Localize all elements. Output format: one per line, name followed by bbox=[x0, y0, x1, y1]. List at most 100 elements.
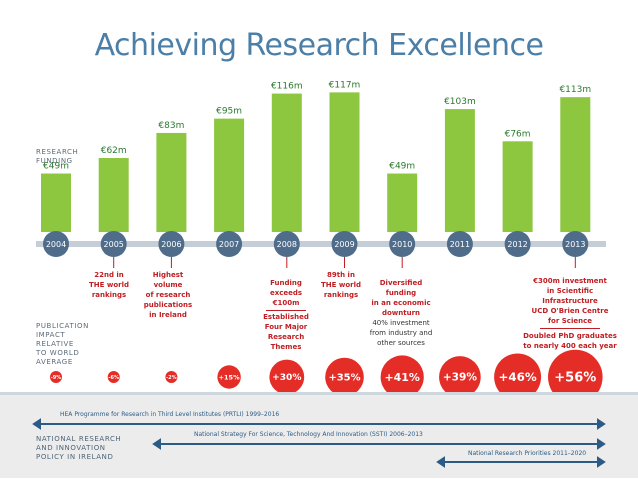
impact-value-label: +41% bbox=[384, 371, 419, 384]
note-2008-line: Four Major bbox=[264, 323, 308, 331]
note-2008-line: Funding bbox=[270, 279, 302, 287]
nrp-arrow-head-left bbox=[436, 456, 445, 468]
note-2009: 89th in THE world rankings bbox=[318, 270, 364, 300]
policy-nrp: National Research Priorities 2011–2020 bbox=[468, 450, 587, 457]
note-2008-line: €100m bbox=[272, 299, 300, 307]
timeline-axis bbox=[36, 241, 606, 247]
note-2008-themes: Established Four Major Research Themes bbox=[258, 312, 314, 352]
year-tick-label: 2013 bbox=[565, 240, 585, 249]
ssti-arrow-head-right bbox=[597, 438, 606, 450]
note-2013-line: €300m investment bbox=[533, 277, 607, 285]
note-2013-line: UCD O'Brien Centre bbox=[531, 307, 609, 315]
funding-value-label: €95m bbox=[216, 107, 242, 117]
note-2009-line: THE world bbox=[321, 281, 361, 289]
impact-value-label: -6% bbox=[108, 375, 119, 381]
year-circle bbox=[100, 231, 127, 257]
year-tick-label: 2006 bbox=[161, 240, 181, 249]
note-2010-line: other sources bbox=[377, 339, 425, 347]
year-tick-label: 2011 bbox=[450, 240, 470, 249]
research-funding-label: RESEARCH FUNDING bbox=[36, 148, 79, 165]
year-tick-label: 2012 bbox=[507, 240, 527, 249]
funding-value-label: €76m bbox=[505, 129, 531, 139]
funding-value-label: €62m bbox=[101, 146, 127, 156]
note-2013-infrastructure: €300m investment in Scientific Infrastru… bbox=[530, 276, 610, 326]
year-tick-label: 2005 bbox=[104, 240, 124, 249]
funding-bar bbox=[156, 132, 187, 232]
impact-bubble bbox=[548, 349, 603, 405]
funding-bar bbox=[329, 92, 360, 232]
year-circle bbox=[504, 231, 531, 257]
impact-value-label: +35% bbox=[328, 372, 360, 383]
funding-bar bbox=[502, 141, 533, 232]
publication-impact-label: PUBLICATION IMPACT RELATIVE TO WORLD AVE… bbox=[36, 322, 89, 366]
note-2008-line: exceeds bbox=[269, 289, 303, 297]
year-tick-label: 2004 bbox=[46, 240, 66, 249]
note-2010-line: in an economic bbox=[371, 299, 431, 307]
impact-value-label: -2% bbox=[166, 375, 177, 381]
impact-value-label: +15% bbox=[219, 373, 241, 381]
note-2006-line: of research bbox=[145, 291, 191, 299]
note-2005-line: 22nd in bbox=[94, 271, 124, 279]
funding-bar bbox=[41, 173, 71, 232]
impact-bubble bbox=[50, 371, 62, 383]
impact-value-label: +46% bbox=[499, 370, 537, 384]
prtli-arrow-head-right bbox=[597, 418, 606, 430]
impact-bubble bbox=[107, 371, 120, 383]
year-circle bbox=[446, 231, 473, 257]
note-2006-line: in Ireland bbox=[149, 311, 187, 319]
funding-bar bbox=[98, 158, 129, 232]
funding-bar bbox=[387, 173, 418, 232]
funding-value-label: €49m bbox=[389, 162, 415, 172]
ssti-arrow-head-left bbox=[152, 438, 161, 450]
note-2008-line: Research bbox=[267, 333, 305, 341]
note-2013-phd: Doubled PhD graduates to nearly 400 each… bbox=[522, 331, 618, 351]
impact-value-label: +56% bbox=[554, 371, 596, 386]
note-2009-line: rankings bbox=[323, 291, 359, 299]
year-circle bbox=[389, 231, 416, 257]
year-circle bbox=[273, 231, 300, 257]
funding-value-label: €83m bbox=[158, 121, 184, 131]
policy-label: NATIONAL RESEARCH AND INNOVATION POLICY … bbox=[36, 435, 122, 461]
note-2008-line: Established bbox=[263, 313, 309, 321]
note-2013-line: in Scientific bbox=[546, 287, 594, 295]
impact-bubble bbox=[494, 353, 542, 401]
note-2008-divider bbox=[266, 310, 306, 311]
note-2006-line: publications bbox=[143, 301, 193, 309]
note-2008-funding: Funding exceeds €100m bbox=[258, 278, 314, 308]
note-2006-line: volume bbox=[153, 281, 183, 289]
impact-value-label: +30% bbox=[272, 373, 301, 383]
note-2013-line: Infrastructure bbox=[542, 297, 598, 305]
impact-bubble bbox=[165, 371, 178, 383]
page-title: Achieving Research Excellence bbox=[94, 28, 544, 63]
funding-bar bbox=[271, 93, 302, 232]
note-2006: Highest volume of research publications … bbox=[140, 270, 196, 320]
note-2008-line: Themes bbox=[270, 343, 302, 351]
year-circle bbox=[158, 231, 185, 257]
impact-value-label: +39% bbox=[443, 371, 478, 384]
nrp-arrow-head-right bbox=[597, 456, 606, 468]
year-circle bbox=[331, 231, 358, 257]
note-2013-line: for Science bbox=[548, 317, 592, 325]
impact-bubble bbox=[325, 357, 364, 397]
year-tick-label: 2008 bbox=[277, 240, 297, 249]
impact-bubble bbox=[269, 359, 305, 395]
year-circle bbox=[43, 231, 69, 257]
note-2010-line: from industry and bbox=[369, 329, 433, 337]
year-tick-label: 2010 bbox=[392, 240, 412, 249]
note-2009-line: 89th in bbox=[327, 271, 355, 279]
note-2005-line: THE world bbox=[89, 281, 129, 289]
year-circle bbox=[216, 231, 243, 257]
policy-band bbox=[0, 392, 638, 478]
year-circle bbox=[562, 231, 589, 257]
note-2013-line: Doubled PhD graduates bbox=[523, 332, 617, 340]
note-2005-line: rankings bbox=[91, 291, 127, 299]
funding-bar bbox=[214, 118, 245, 232]
funding-value-label: €49m bbox=[43, 162, 69, 172]
note-2006-line: Highest bbox=[152, 271, 184, 279]
funding-bar bbox=[444, 109, 475, 232]
funding-value-label: €116m bbox=[271, 82, 303, 92]
impact-value-label: -9% bbox=[51, 375, 62, 381]
impact-bubble bbox=[439, 356, 481, 398]
